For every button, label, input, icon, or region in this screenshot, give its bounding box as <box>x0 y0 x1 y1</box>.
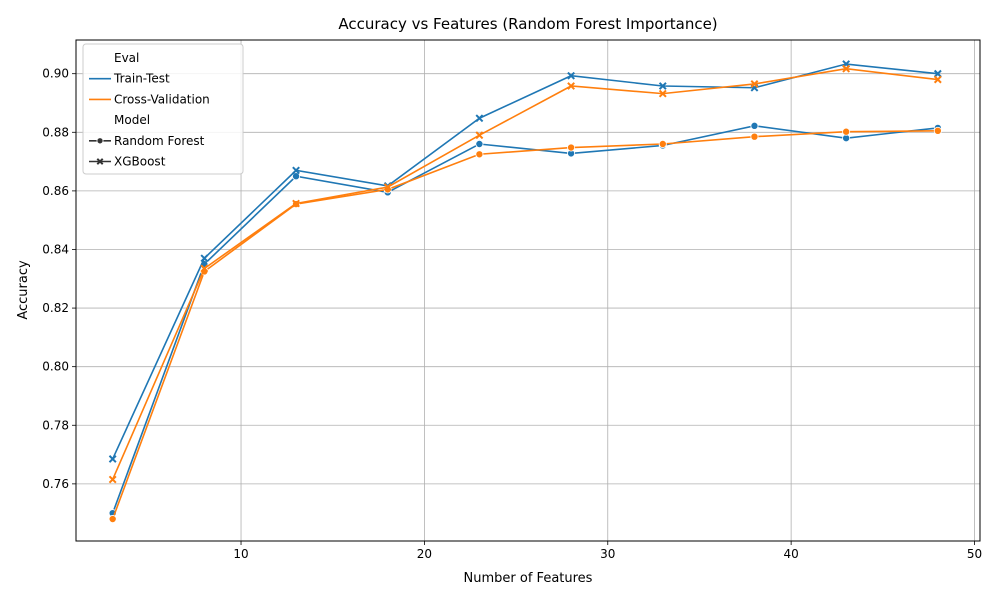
data-point-stroke <box>567 82 575 90</box>
data-point <box>933 126 942 135</box>
legend-title: Eval <box>114 51 139 65</box>
data-point-stroke <box>383 183 392 191</box>
plot-frame <box>75 39 981 542</box>
y-tick-label: 0.88 <box>42 125 69 139</box>
data-point-stroke <box>475 114 484 123</box>
data-point <box>567 82 575 90</box>
x-tick-label: 20 <box>417 547 432 561</box>
data-point <box>933 69 942 78</box>
legend: Eval Train-Test Cross-Validation Model Rando… <box>82 43 244 175</box>
legend-marker-stroke <box>96 158 104 165</box>
legend-label: Train-Test <box>113 72 170 86</box>
series-line <box>111 67 938 480</box>
data-point <box>567 143 576 152</box>
data-point-stroke <box>750 80 759 88</box>
y-tick-label: 0.82 <box>42 301 69 315</box>
data-point <box>842 127 851 136</box>
y-axis-label: Accuracy <box>16 260 31 320</box>
series-3 <box>108 64 942 484</box>
y-tick-label: 0.80 <box>42 360 69 374</box>
data-point-stroke <box>292 199 300 208</box>
data-point <box>750 121 759 130</box>
data-point <box>658 89 667 98</box>
data-point <box>750 132 759 141</box>
data-point-stroke <box>567 71 575 80</box>
data-point <box>475 140 484 149</box>
tick-group: 10 20 30 40 50 0.76 0.78 0.80 0.82 0.84 0.86 0.88 0.… <box>42 67 982 561</box>
data-point-stroke <box>200 264 209 273</box>
data-point <box>200 254 209 263</box>
data-point-stroke <box>933 69 942 78</box>
series-line <box>111 130 938 520</box>
series-line <box>111 125 938 514</box>
y-tick-label: 0.76 <box>42 477 69 491</box>
data-point <box>842 64 851 73</box>
data-point <box>750 80 759 88</box>
x-tick-label: 10 <box>233 547 248 561</box>
legend-label: Random Forest <box>114 134 205 148</box>
data-point-stroke <box>658 89 667 98</box>
data-point <box>108 455 117 463</box>
series-group <box>108 60 942 524</box>
legend-marker <box>96 158 104 165</box>
data-point <box>108 515 117 524</box>
y-tick-label: 0.84 <box>42 242 69 256</box>
data-point <box>475 114 484 123</box>
x-axis-label: Number of Features <box>464 571 593 586</box>
legend-label: Cross-Validation <box>114 92 210 106</box>
y-tick-label: 0.78 <box>42 418 69 432</box>
data-point <box>292 172 301 181</box>
data-point <box>658 140 667 149</box>
data-point <box>475 131 484 140</box>
data-point-stroke <box>933 75 942 84</box>
legend-marker <box>96 137 104 145</box>
legend-box <box>82 43 244 175</box>
data-point <box>658 82 667 90</box>
data-point <box>200 264 209 273</box>
chart-title: Accuracy vs Features (Random Forest Impo… <box>338 15 717 33</box>
y-tick-label: 0.86 <box>42 184 69 198</box>
data-point <box>933 75 942 84</box>
data-point <box>567 71 575 80</box>
y-tick-label: 0.90 <box>42 67 69 81</box>
data-point <box>292 199 300 208</box>
data-point-stroke <box>292 166 300 175</box>
data-point-stroke <box>108 475 117 484</box>
legend-label: XGBoost <box>114 155 166 169</box>
data-point <box>108 475 117 484</box>
data-point <box>475 150 484 159</box>
data-point-stroke <box>475 131 484 140</box>
grid <box>76 40 980 541</box>
data-point-stroke <box>200 254 209 263</box>
x-tick-label: 50 <box>967 547 982 561</box>
data-point <box>292 166 300 175</box>
x-tick-label: 40 <box>783 547 798 561</box>
data-point-stroke <box>658 82 667 90</box>
data-point <box>383 183 392 191</box>
data-point-stroke <box>842 64 851 73</box>
x-tick-label: 30 <box>600 547 615 561</box>
legend-title: Model <box>114 113 150 127</box>
data-point-stroke <box>108 455 117 463</box>
